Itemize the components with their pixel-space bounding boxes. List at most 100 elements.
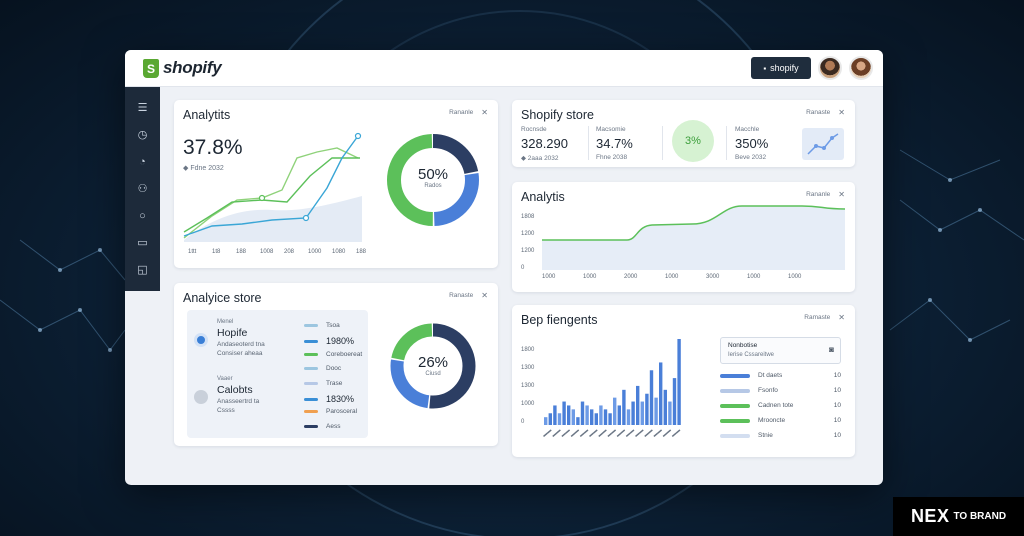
clock-icon[interactable]: ◷: [137, 129, 148, 141]
y-tick: 1000: [521, 401, 535, 407]
y-tick: 0: [521, 265, 525, 271]
list-value: 1980%: [326, 336, 355, 347]
x-tick: ▬▬: [670, 428, 682, 439]
list-value: 1830%: [326, 394, 355, 404]
x-tick: ▬▬: [643, 428, 655, 439]
x-tick: 188: [236, 249, 247, 255]
list-item[interactable]: 1980%: [304, 336, 354, 346]
legend-item[interactable]: Mrooncte 10: [720, 417, 841, 424]
bag-icon[interactable]: ◱: [137, 264, 148, 276]
x-tick: ▬▬: [615, 428, 627, 439]
chart-icon[interactable]: ◔: [139, 156, 146, 168]
x-tick: ▬▬: [587, 428, 599, 439]
color-swatch: [304, 324, 318, 327]
bar: [631, 401, 635, 425]
close-icon[interactable]: ✕: [838, 108, 845, 117]
logo-text: shopify: [163, 58, 222, 77]
x-tick: 1ttt: [188, 249, 197, 255]
list-item[interactable]: Dooc: [304, 365, 341, 372]
card-controls[interactable]: Ranaste ✕: [449, 291, 488, 300]
y-tick: 1800: [521, 347, 535, 353]
shopify-button[interactable]: ▪ shopify: [751, 57, 811, 79]
legend-swatch: [720, 388, 750, 393]
range-label[interactable]: Ramaste: [804, 314, 831, 321]
color-swatch: [304, 424, 318, 428]
line-chart: [183, 132, 362, 242]
bar: [594, 413, 598, 425]
store-item-1[interactable]: Menel Hopife Andaseoterd tna Consiser ah…: [217, 319, 265, 357]
card-title: Bep fiengents: [521, 313, 598, 327]
legend-value: 10: [833, 387, 841, 394]
shopify-logo[interactable]: S shopify: [143, 58, 222, 78]
x-tick: 188: [356, 249, 367, 255]
x-tick: ▬▬: [578, 428, 590, 439]
donut-slice: [390, 323, 476, 409]
x-tick: 208: [284, 249, 295, 255]
bar: [599, 405, 603, 425]
store-item-2[interactable]: Vaaer Calobts Anasseertrd ta Cssss: [217, 376, 259, 414]
bar: [677, 339, 681, 425]
range-label[interactable]: Ranaste: [806, 109, 831, 116]
metric-label: Macsomie: [596, 126, 626, 133]
avatar[interactable]: [818, 56, 842, 80]
donut-slice: [387, 134, 479, 226]
legend-item[interactable]: Fsonfo 10: [720, 387, 841, 394]
big-value: 37.8%: [183, 136, 243, 159]
x-tick: 1000: [788, 274, 802, 280]
card-controls[interactable]: Ramaste ✕: [804, 313, 845, 322]
legend-title: Nonbotise: [728, 342, 758, 349]
list-item[interactable]: Trase: [304, 380, 342, 387]
legend-item[interactable]: Dt daets 10: [720, 372, 841, 379]
badge-value: 3%: [685, 135, 701, 147]
x-tick: ▬▬: [624, 428, 636, 439]
user-icon[interactable]: ⚇: [137, 183, 148, 195]
list-icon[interactable]: ☰: [137, 102, 148, 114]
legend-value: 10: [833, 372, 841, 379]
x-tick: 1t8: [212, 249, 221, 255]
camera-icon[interactable]: ◙: [829, 345, 834, 354]
item-sub: Consiser aheaa: [217, 350, 263, 357]
legend-item[interactable]: Cadnen tote 10: [720, 402, 841, 409]
bar: [636, 385, 640, 425]
card-title: Analyice store: [183, 291, 262, 305]
card-title: Analytits: [183, 108, 231, 122]
bar: [557, 413, 562, 425]
legend-item[interactable]: Stnie 10: [720, 432, 841, 439]
legend-value: 10: [833, 417, 841, 424]
card-controls[interactable]: Ranaste ✕: [806, 108, 845, 117]
legend-swatch: [720, 418, 750, 423]
list-label: Trase: [326, 379, 343, 387]
sidebar: ☰ ◷ ◔ ⚇ ○ ▭ ◱: [125, 87, 160, 291]
card-controls[interactable]: Rananle ✕: [806, 190, 845, 199]
range-label[interactable]: Ranaste: [449, 292, 474, 299]
y-tick: 1200: [521, 231, 535, 237]
card-controls[interactable]: Rananle ✕: [449, 108, 488, 117]
y-tick: 1300: [521, 383, 535, 389]
bar: [553, 405, 557, 425]
list-item[interactable]: 1830%: [304, 394, 354, 404]
bar: [613, 397, 617, 425]
chat-icon[interactable]: ○: [139, 210, 146, 222]
close-icon[interactable]: ✕: [838, 313, 845, 322]
donut-center: 50% Rados: [383, 166, 483, 189]
bar: [603, 409, 608, 425]
message-icon[interactable]: ▭: [137, 237, 148, 249]
avatar[interactable]: [849, 56, 873, 80]
x-tick: ▬▬: [569, 428, 581, 439]
item-label: Menel: [217, 319, 234, 325]
list-item[interactable]: Parosceral: [304, 408, 357, 415]
close-icon[interactable]: ✕: [481, 108, 488, 117]
list-item[interactable]: Tsoa: [304, 322, 340, 329]
legend-value: 10: [833, 402, 841, 409]
range-label[interactable]: Rananle: [806, 191, 831, 198]
bar: [571, 409, 575, 425]
list-item[interactable]: Coreboereat: [304, 351, 362, 358]
close-icon[interactable]: ✕: [481, 291, 488, 300]
bar: [672, 378, 677, 425]
close-icon[interactable]: ✕: [838, 190, 845, 199]
bar: [617, 405, 621, 425]
list-item[interactable]: Aess: [304, 423, 340, 430]
x-tick: ▬▬: [560, 428, 572, 439]
range-label[interactable]: Rananle: [449, 109, 474, 116]
metric: Rocnsde 328.290 ◆ 2aaa 2032: [521, 126, 568, 162]
